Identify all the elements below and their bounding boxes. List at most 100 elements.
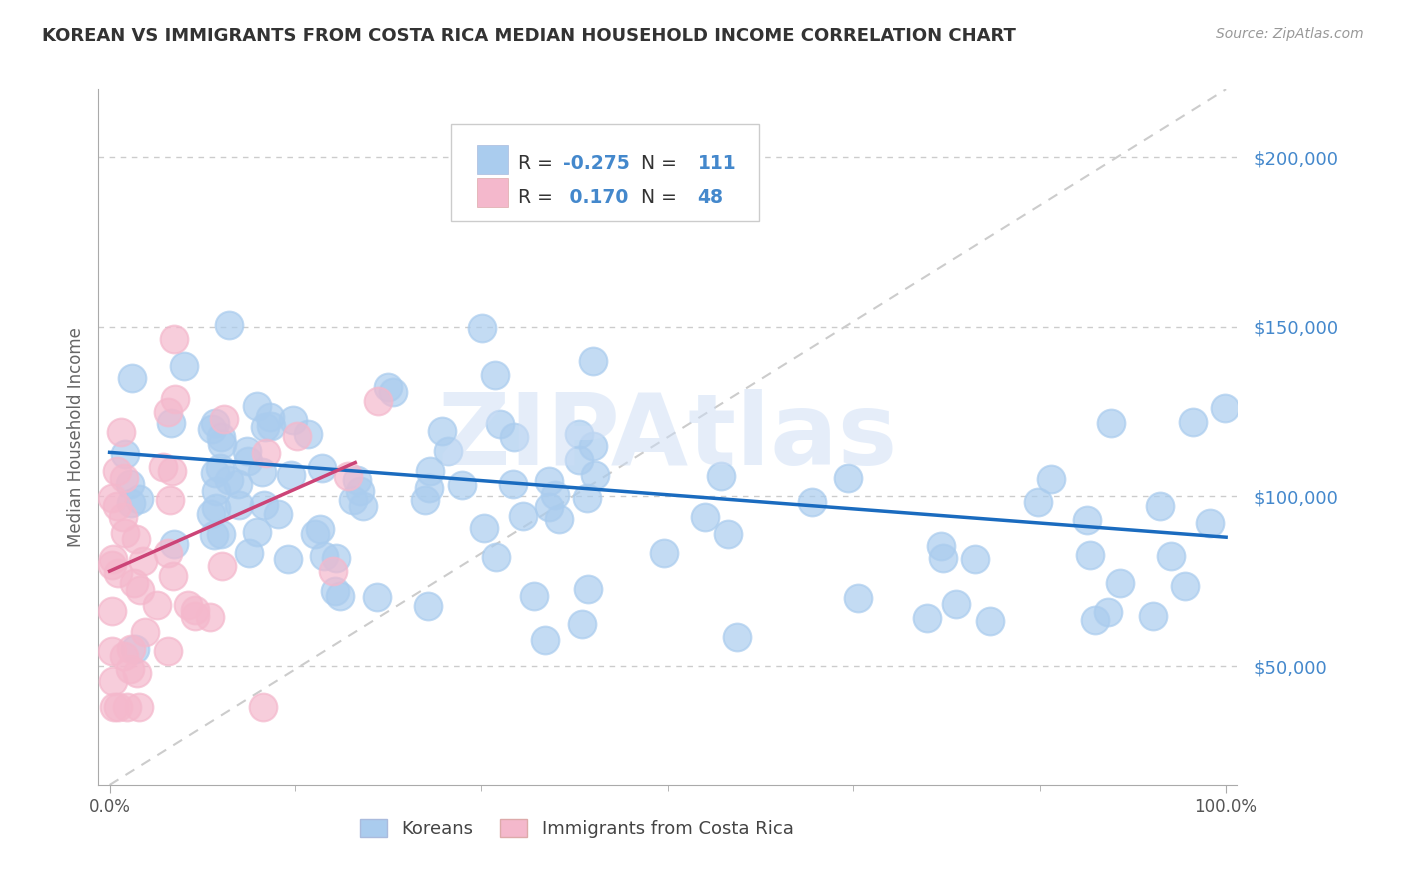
Point [163,537,186,551]
Point [1174,578,1197,592]
Point [157,405,180,419]
Point [837,470,859,484]
Point [267,508,290,522]
Point [1078,549,1101,563]
Text: 48: 48 [697,187,724,207]
Text: Source: ZipAtlas.com: Source: ZipAtlas.com [1216,27,1364,41]
Point [512,508,534,523]
Point [346,473,368,487]
Point [120,476,142,491]
Point [571,616,593,631]
Point [848,591,870,606]
Point [129,582,152,597]
Point [349,483,371,498]
Point [202,527,225,541]
Point [200,507,222,521]
Point [120,496,142,510]
Point [1097,605,1119,619]
Point [112,649,135,664]
Point [693,510,716,524]
Point [252,699,274,714]
Text: R =: R = [517,187,558,207]
Point [489,417,512,432]
Point [534,633,557,648]
Point [163,392,186,406]
Point [915,610,938,624]
Point [576,491,599,506]
Point [246,525,269,540]
Point [114,526,136,541]
Point [312,549,335,563]
Point [159,492,181,507]
Point [547,512,569,526]
Point [236,443,259,458]
Point [1160,549,1182,563]
Point [583,468,606,483]
Point [252,465,274,479]
Point [979,614,1001,628]
Point [582,439,605,453]
Point [103,699,125,714]
Point [280,468,302,483]
Point [502,477,524,491]
Point [114,446,136,460]
Point [124,642,146,657]
Point [125,665,148,680]
Point [418,599,440,613]
Point [1108,575,1130,590]
Point [367,393,389,408]
Legend: Koreans, Immigrants from Costa Rica: Koreans, Immigrants from Costa Rica [353,812,801,846]
Point [209,430,232,444]
Point [101,643,124,657]
Point [209,527,232,541]
Point [101,558,124,573]
Text: ZIPAtlas: ZIPAtlas [437,389,898,485]
Point [146,598,169,612]
Text: N =: N = [628,154,683,173]
Point [537,500,560,515]
Point [352,499,374,513]
Point [281,413,304,427]
Point [252,499,274,513]
Point [652,546,675,560]
Point [285,429,308,443]
Point [101,604,124,618]
FancyBboxPatch shape [477,178,509,208]
Point [110,425,132,440]
Point [308,523,330,537]
Point [366,591,388,605]
Point [157,546,180,560]
Point [1076,513,1098,527]
Point [122,576,145,591]
Point [107,699,129,714]
Point [218,318,240,333]
Point [963,552,986,566]
Point [204,417,226,431]
Point [931,550,953,565]
Point [152,460,174,475]
Point [105,464,128,478]
Point [107,499,129,513]
Point [325,550,347,565]
Text: -0.275: -0.275 [562,154,630,173]
Point [725,630,748,644]
FancyBboxPatch shape [477,145,509,174]
Point [322,564,344,578]
Point [710,469,733,483]
Point [211,436,233,450]
Point [259,409,281,424]
Point [209,461,232,475]
Point [1084,613,1107,627]
Point [329,589,352,603]
Point [1181,415,1204,429]
Point [717,527,740,541]
Point [115,699,138,714]
Point [419,465,441,479]
Point [205,484,228,499]
Point [228,498,250,512]
Point [125,532,148,546]
Point [544,488,567,502]
Point [156,644,179,658]
Point [184,609,207,624]
Point [121,371,143,385]
